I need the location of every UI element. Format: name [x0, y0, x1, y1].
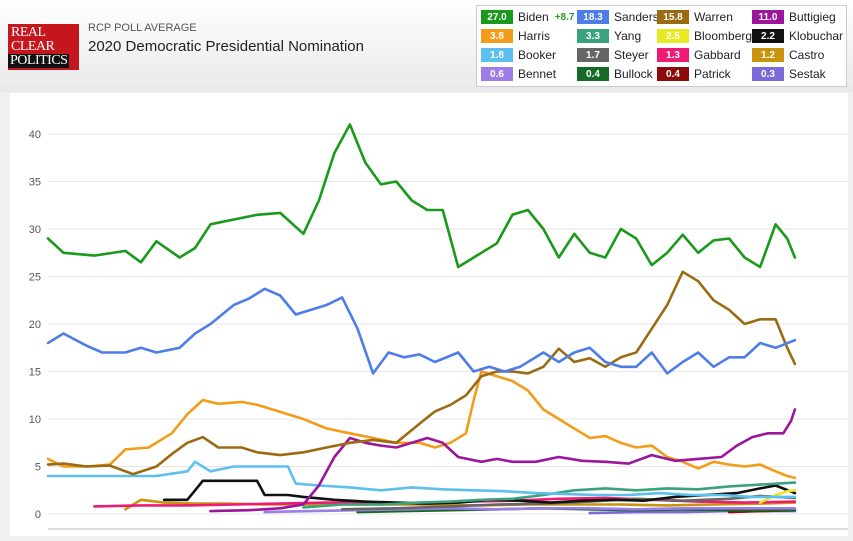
y-tick-label: 10 [29, 414, 41, 426]
y-tick-label: 20 [29, 319, 41, 331]
logo-line-1: REAL [11, 25, 46, 40]
y-tick-label: 35 [29, 177, 41, 189]
logo-line-3: POLITICS [8, 53, 70, 68]
legend-name: Sanders [614, 10, 659, 24]
legend-name: Klobuchar [789, 29, 844, 43]
legend-value: 15.8 [657, 10, 689, 24]
chart-header: REAL CLEAR POLITICS RCP POLL AVERAGE 202… [0, 0, 853, 92]
legend-item-patrick[interactable]: 0.4 Patrick [657, 66, 731, 82]
y-tick-label: 0 [35, 509, 41, 521]
legend-name: Biden [518, 10, 549, 24]
legend-value: 1.3 [657, 48, 689, 62]
legend-name: Bloomberg [694, 29, 753, 43]
legend-item-sestak[interactable]: 0.3 Sestak [752, 66, 826, 82]
legend-item-bennet[interactable]: 0.6 Bennet [481, 66, 556, 82]
rcp-logo[interactable]: REAL CLEAR POLITICS [8, 24, 79, 70]
legend-name: Booker [518, 48, 557, 62]
chart-kicker: RCP POLL AVERAGE [88, 22, 197, 34]
legend-name: Steyer [614, 48, 649, 62]
legend-name: Gabbard [694, 48, 741, 62]
legend-item-steyer[interactable]: 1.7 Steyer [577, 47, 649, 63]
y-tick-label: 25 [29, 272, 41, 284]
legend-name: Bennet [518, 67, 557, 81]
legend-item-yang[interactable]: 3.3 Yang [577, 28, 641, 44]
legend-name: Sestak [789, 67, 826, 81]
legend-value: 11.0 [752, 10, 784, 24]
legend-spread: +8.7 [554, 11, 575, 23]
series-line-harris[interactable] [46, 370, 797, 480]
series-line-bloomberg[interactable] [758, 488, 797, 504]
legend-value: 0.4 [577, 67, 609, 81]
legend-name: Bullock [614, 67, 653, 81]
series-line-biden[interactable] [46, 123, 797, 269]
legend-value: 2.2 [752, 29, 784, 43]
legend-item-biden[interactable]: 27.0 Biden +8.7 [481, 9, 574, 25]
y-tick-label: 5 [35, 462, 41, 474]
legend-item-booker[interactable]: 1.8 Booker [481, 47, 556, 63]
legend-item-warren[interactable]: 15.8 Warren [657, 9, 733, 25]
plot-area: 0 5 10 15 20 25 30 35 40 [10, 93, 848, 536]
logo-line-2: CLEAR [11, 39, 55, 54]
legend-value: 1.8 [481, 48, 513, 62]
legend-item-klobuchar[interactable]: 2.2 Klobuchar [752, 28, 843, 44]
legend-value: 1.7 [577, 48, 609, 62]
line-chart: 0 5 10 15 20 25 30 35 40 [29, 123, 848, 530]
legend-item-bloomberg[interactable]: 2.5 Bloomberg [657, 28, 752, 44]
y-tick-label: 30 [29, 224, 41, 236]
legend: 27.0 Biden +8.7 18.3 Sanders 15.8 Warren 11.0 Bu… [476, 5, 847, 87]
series-line-booker[interactable] [46, 460, 797, 499]
legend-value: 1.2 [752, 48, 784, 62]
legend-item-buttigieg[interactable]: 11.0 Buttigieg [752, 9, 836, 25]
legend-item-castro[interactable]: 1.2 Castro [752, 47, 824, 63]
chart-title: 2020 Democratic Presidential Nomination [88, 38, 364, 55]
legend-item-bullock[interactable]: 0.4 Bullock [577, 66, 653, 82]
series-line-warren[interactable] [46, 270, 797, 476]
series-line-sanders[interactable] [46, 287, 797, 375]
legend-name: Patrick [694, 67, 731, 81]
legend-item-harris[interactable]: 3.8 Harris [481, 28, 550, 44]
legend-value: 18.3 [577, 10, 609, 24]
legend-item-sanders[interactable]: 18.3 Sanders [577, 9, 659, 25]
legend-value: 0.6 [481, 67, 513, 81]
series-line-buttigieg[interactable] [209, 408, 797, 513]
legend-name: Yang [614, 29, 642, 43]
y-tick-label: 15 [29, 367, 41, 379]
legend-value: 0.4 [657, 67, 689, 81]
legend-name: Harris [518, 29, 550, 43]
legend-value: 3.3 [577, 29, 609, 43]
legend-value: 27.0 [481, 10, 513, 24]
legend-value: 2.5 [657, 29, 689, 43]
legend-value: 3.8 [481, 29, 513, 43]
legend-value: 0.3 [752, 67, 784, 81]
legend-item-gabbard[interactable]: 1.3 Gabbard [657, 47, 741, 63]
legend-name: Warren [694, 10, 733, 24]
legend-name: Buttigieg [789, 10, 836, 24]
legend-name: Castro [789, 48, 825, 62]
y-tick-label: 40 [29, 129, 41, 141]
